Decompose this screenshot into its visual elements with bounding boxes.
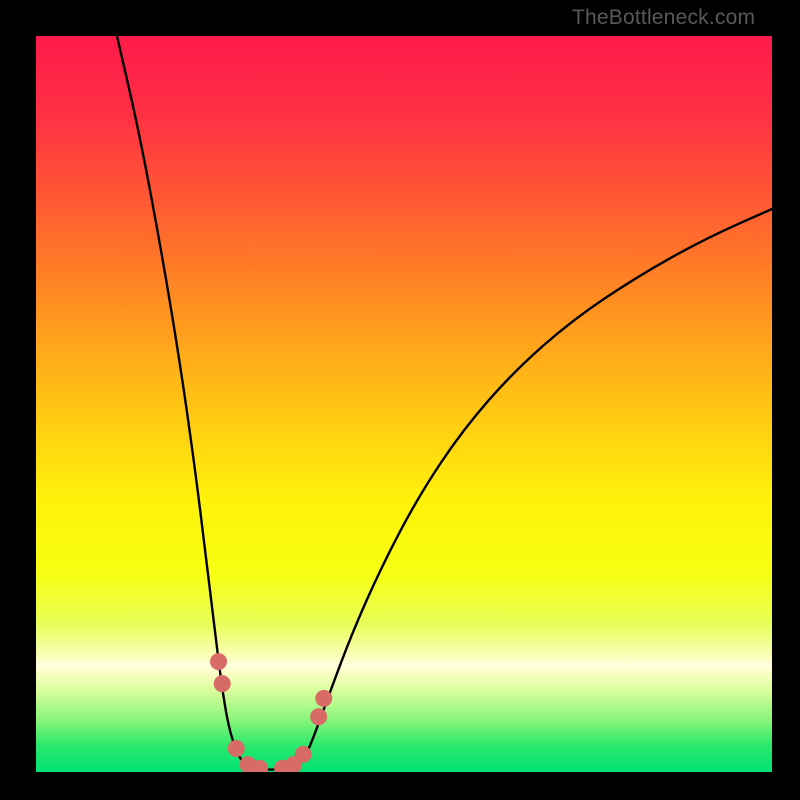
data-marker [214,676,230,692]
data-marker [311,709,327,725]
data-marker [228,740,244,756]
data-marker [252,760,268,776]
data-marker [295,746,311,762]
data-marker [316,690,332,706]
data-marker [211,654,227,670]
bottleneck-curve-chart [0,0,800,800]
gradient-background [36,36,772,772]
outer-frame [0,0,800,800]
watermark-label: TheBottleneck.com [572,6,755,30]
